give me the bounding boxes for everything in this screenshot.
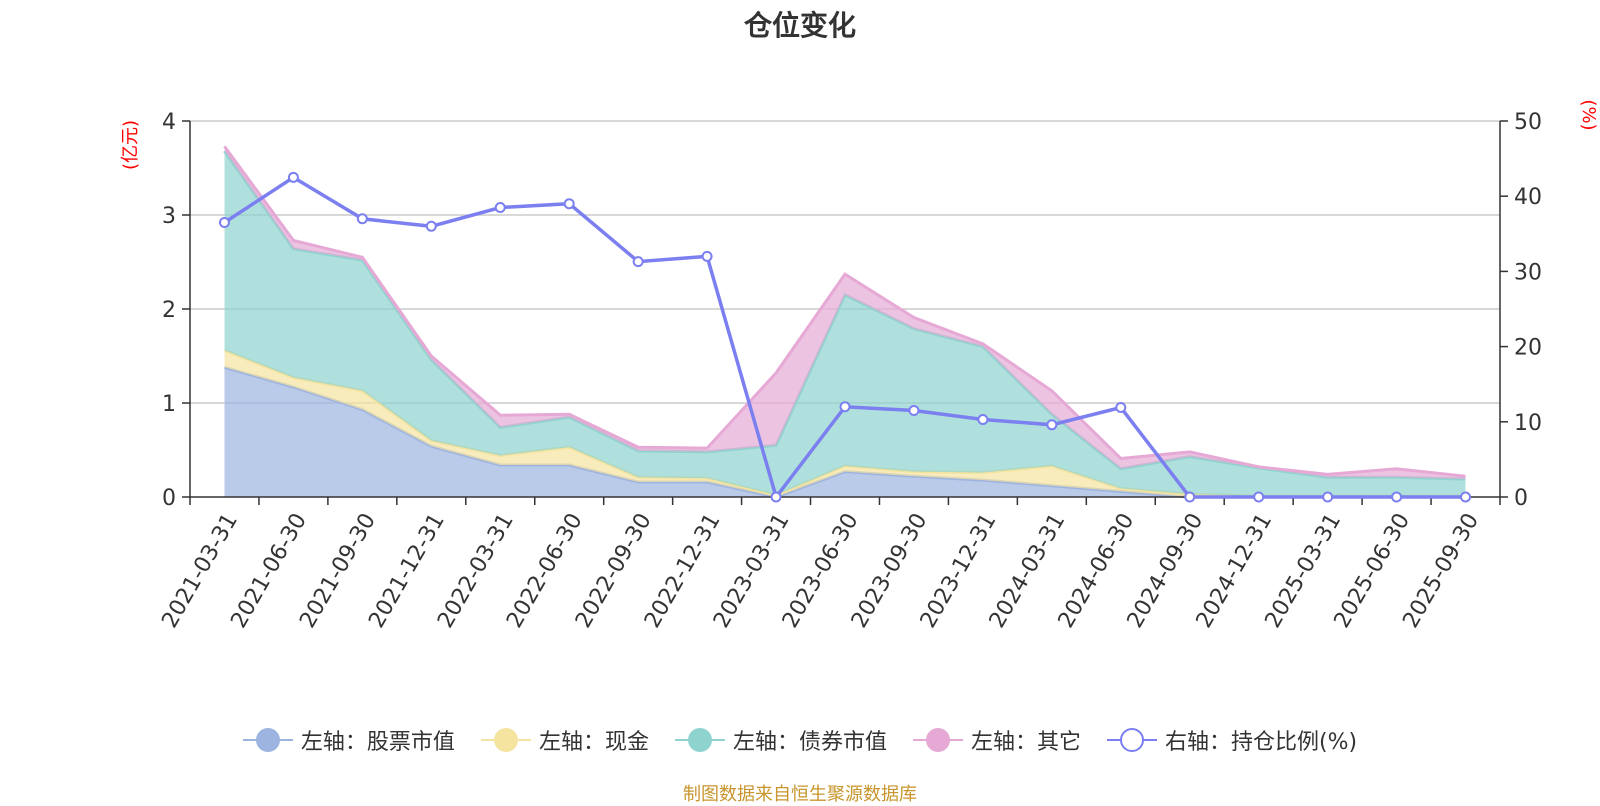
right-tick-label: 20 — [1514, 336, 1542, 361]
line-point[interactable] — [1322, 491, 1334, 503]
right-tick-label: 10 — [1514, 411, 1542, 436]
legend-swatch — [480, 728, 531, 752]
line-point[interactable] — [1460, 491, 1472, 503]
line-point[interactable] — [1115, 402, 1127, 414]
line-point[interactable] — [425, 220, 437, 232]
legend: 左轴：股票市值 左轴：现金 左轴：债券市值 左轴：其它 右轴：持仓比例(%) — [0, 724, 1600, 756]
legend-label: 左轴：债券市值 — [732, 730, 887, 755]
area-series — [224, 367, 1466, 497]
source-note: 制图数据来自恒生聚源数据库 — [683, 784, 917, 805]
legend-item[interactable]: 右轴：持仓比例(%) — [1106, 724, 1358, 756]
legend-item[interactable]: 左轴：其它 — [912, 724, 1081, 756]
area-series — [224, 350, 1466, 497]
legend-label: 左轴：现金 — [538, 730, 649, 755]
left-tick-label: 3 — [162, 204, 176, 229]
chart-title: 仓位变化 — [743, 9, 856, 42]
legend-item[interactable]: 左轴：股票市值 — [242, 724, 455, 756]
line-point[interactable] — [287, 171, 299, 183]
line-point[interactable] — [977, 414, 989, 426]
line-point[interactable] — [563, 198, 575, 210]
area-series — [224, 151, 1466, 497]
line-point[interactable] — [218, 217, 230, 229]
legend-label: 右轴：持仓比例(%) — [1164, 730, 1358, 755]
line-point[interactable] — [356, 213, 368, 225]
line-point[interactable] — [908, 405, 920, 417]
legend-label: 左轴：其它 — [970, 730, 1081, 755]
right-tick-label: 0 — [1514, 486, 1528, 511]
left-tick-label: 0 — [162, 486, 176, 511]
right-tick-label: 40 — [1514, 185, 1542, 210]
legend-item[interactable]: 左轴：现金 — [480, 724, 649, 756]
legend-item[interactable]: 左轴：债券市值 — [674, 724, 887, 756]
legend-swatch — [242, 728, 293, 752]
right-axis-unit: (%) — [1578, 99, 1599, 130]
line-point[interactable] — [1253, 491, 1265, 503]
area-layer — [223, 145, 1466, 499]
legend-swatch — [674, 728, 725, 752]
left-tick-label: 2 — [162, 298, 176, 323]
left-axis-unit: (亿元) — [120, 120, 141, 170]
legend-label: 左轴：股票市值 — [300, 730, 455, 755]
left-tick-label: 1 — [162, 392, 176, 417]
line-point[interactable] — [770, 491, 782, 503]
line-layer — [218, 171, 1472, 503]
line-point[interactable] — [632, 256, 644, 268]
line-point[interactable] — [1184, 491, 1196, 503]
line-point[interactable] — [494, 201, 506, 213]
area-series-edge — [223, 145, 1466, 478]
line-point[interactable] — [1391, 491, 1403, 503]
right-tick-label: 50 — [1514, 110, 1542, 135]
line-point[interactable] — [839, 401, 851, 413]
legend-swatch — [912, 728, 963, 752]
line-point[interactable] — [701, 250, 713, 262]
right-tick-label: 30 — [1514, 260, 1542, 285]
left-tick-label: 4 — [162, 110, 176, 135]
legend-swatch — [1106, 728, 1157, 752]
line-point[interactable] — [1046, 419, 1058, 431]
